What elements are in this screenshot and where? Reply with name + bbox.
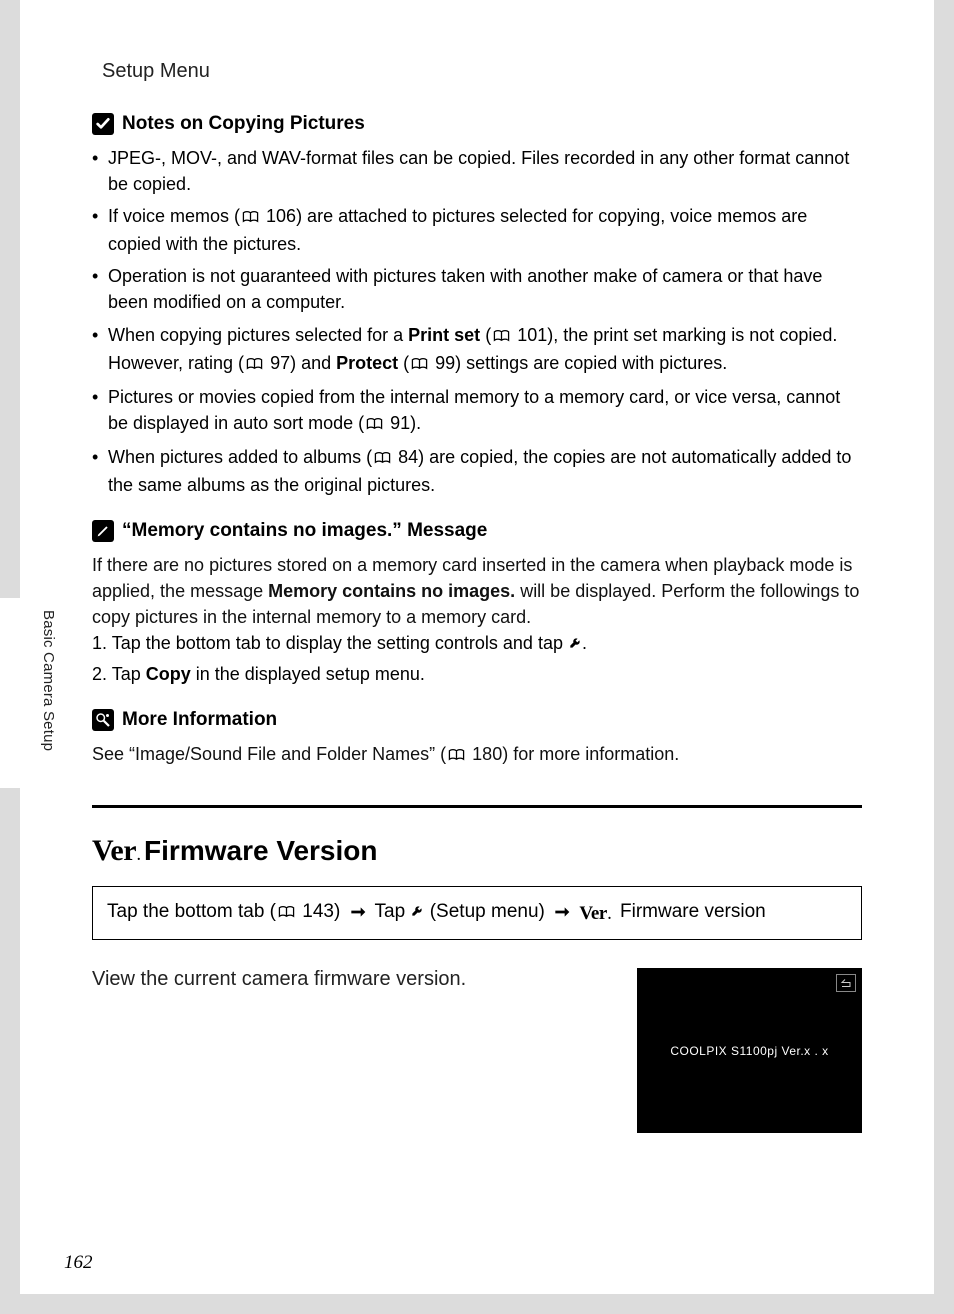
book-icon bbox=[242, 205, 259, 231]
list-item: Operation is not guaranteed with picture… bbox=[92, 263, 862, 315]
memory-message-section: “Memory contains no images.” Message If … bbox=[92, 520, 862, 686]
list-item: When pictures added to albums ( 84) are … bbox=[92, 444, 862, 498]
wrench-icon bbox=[568, 632, 582, 658]
navigation-box: Tap the bottom tab ( 143) Tap (Setup men… bbox=[92, 886, 862, 941]
camera-screen: COOLPIX S1100pj Ver.x . x bbox=[637, 968, 862, 1133]
info-icon bbox=[92, 709, 114, 731]
memory-title-text: “Memory contains no images.” Message bbox=[122, 520, 487, 542]
list-item: JPEG-, MOV-, and WAV-format files can be… bbox=[92, 145, 862, 197]
list-item: If voice memos ( 106) are attached to pi… bbox=[92, 203, 862, 257]
side-label: Basic Camera Setup bbox=[40, 610, 57, 751]
book-icon bbox=[493, 324, 510, 350]
notes-title: Notes on Copying Pictures bbox=[92, 113, 862, 135]
step-2: 2. Tap Copy in the displayed setup menu. bbox=[92, 661, 862, 687]
arrow-right-icon bbox=[350, 901, 366, 928]
firmware-description: View the current camera firmware version… bbox=[92, 968, 617, 991]
pencil-icon bbox=[92, 520, 114, 542]
check-icon bbox=[92, 113, 114, 135]
steps: 1. Tap the bottom tab to display the set… bbox=[92, 630, 862, 686]
book-icon bbox=[374, 446, 391, 472]
memory-title: “Memory contains no images.” Message bbox=[92, 520, 862, 542]
firmware-heading: Ver. Firmware Version bbox=[92, 834, 862, 868]
more-info-title: More Information bbox=[92, 709, 862, 731]
more-info-text: See “Image/Sound File and Folder Names” … bbox=[92, 741, 862, 769]
divider bbox=[92, 805, 862, 808]
ver-icon: Ver. bbox=[92, 834, 140, 868]
book-icon bbox=[411, 352, 428, 378]
page-header: Setup Menu bbox=[102, 60, 862, 83]
wrench-icon bbox=[410, 901, 424, 928]
back-icon bbox=[836, 974, 856, 992]
firmware-heading-text: Firmware Version bbox=[144, 835, 377, 867]
notes-section: Notes on Copying Pictures JPEG-, MOV-, a… bbox=[92, 113, 862, 498]
arrow-right-icon bbox=[554, 901, 570, 928]
memory-paragraph: If there are no pictures stored on a mem… bbox=[92, 552, 862, 630]
manual-page: Setup Menu Notes on Copying Pictures JPE… bbox=[20, 0, 934, 1294]
notes-title-text: Notes on Copying Pictures bbox=[122, 113, 365, 135]
page-number: 162 bbox=[64, 1252, 93, 1274]
ver-icon: Ver. bbox=[579, 901, 610, 928]
book-icon bbox=[448, 743, 465, 769]
book-icon bbox=[278, 901, 295, 928]
more-info-title-text: More Information bbox=[122, 709, 277, 731]
firmware-row: View the current camera firmware version… bbox=[92, 968, 862, 1133]
notes-list: JPEG-, MOV-, and WAV-format files can be… bbox=[92, 145, 862, 498]
more-info-section: More Information See “Image/Sound File a… bbox=[92, 709, 862, 769]
step-1: 1. Tap the bottom tab to display the set… bbox=[92, 630, 862, 658]
book-icon bbox=[366, 412, 383, 438]
camera-screen-text: COOLPIX S1100pj Ver.x . x bbox=[637, 1044, 862, 1058]
list-item: Pictures or movies copied from the inter… bbox=[92, 384, 862, 438]
book-icon bbox=[246, 352, 263, 378]
side-tab bbox=[0, 598, 70, 788]
list-item: When copying pictures selected for a Pri… bbox=[92, 322, 862, 378]
